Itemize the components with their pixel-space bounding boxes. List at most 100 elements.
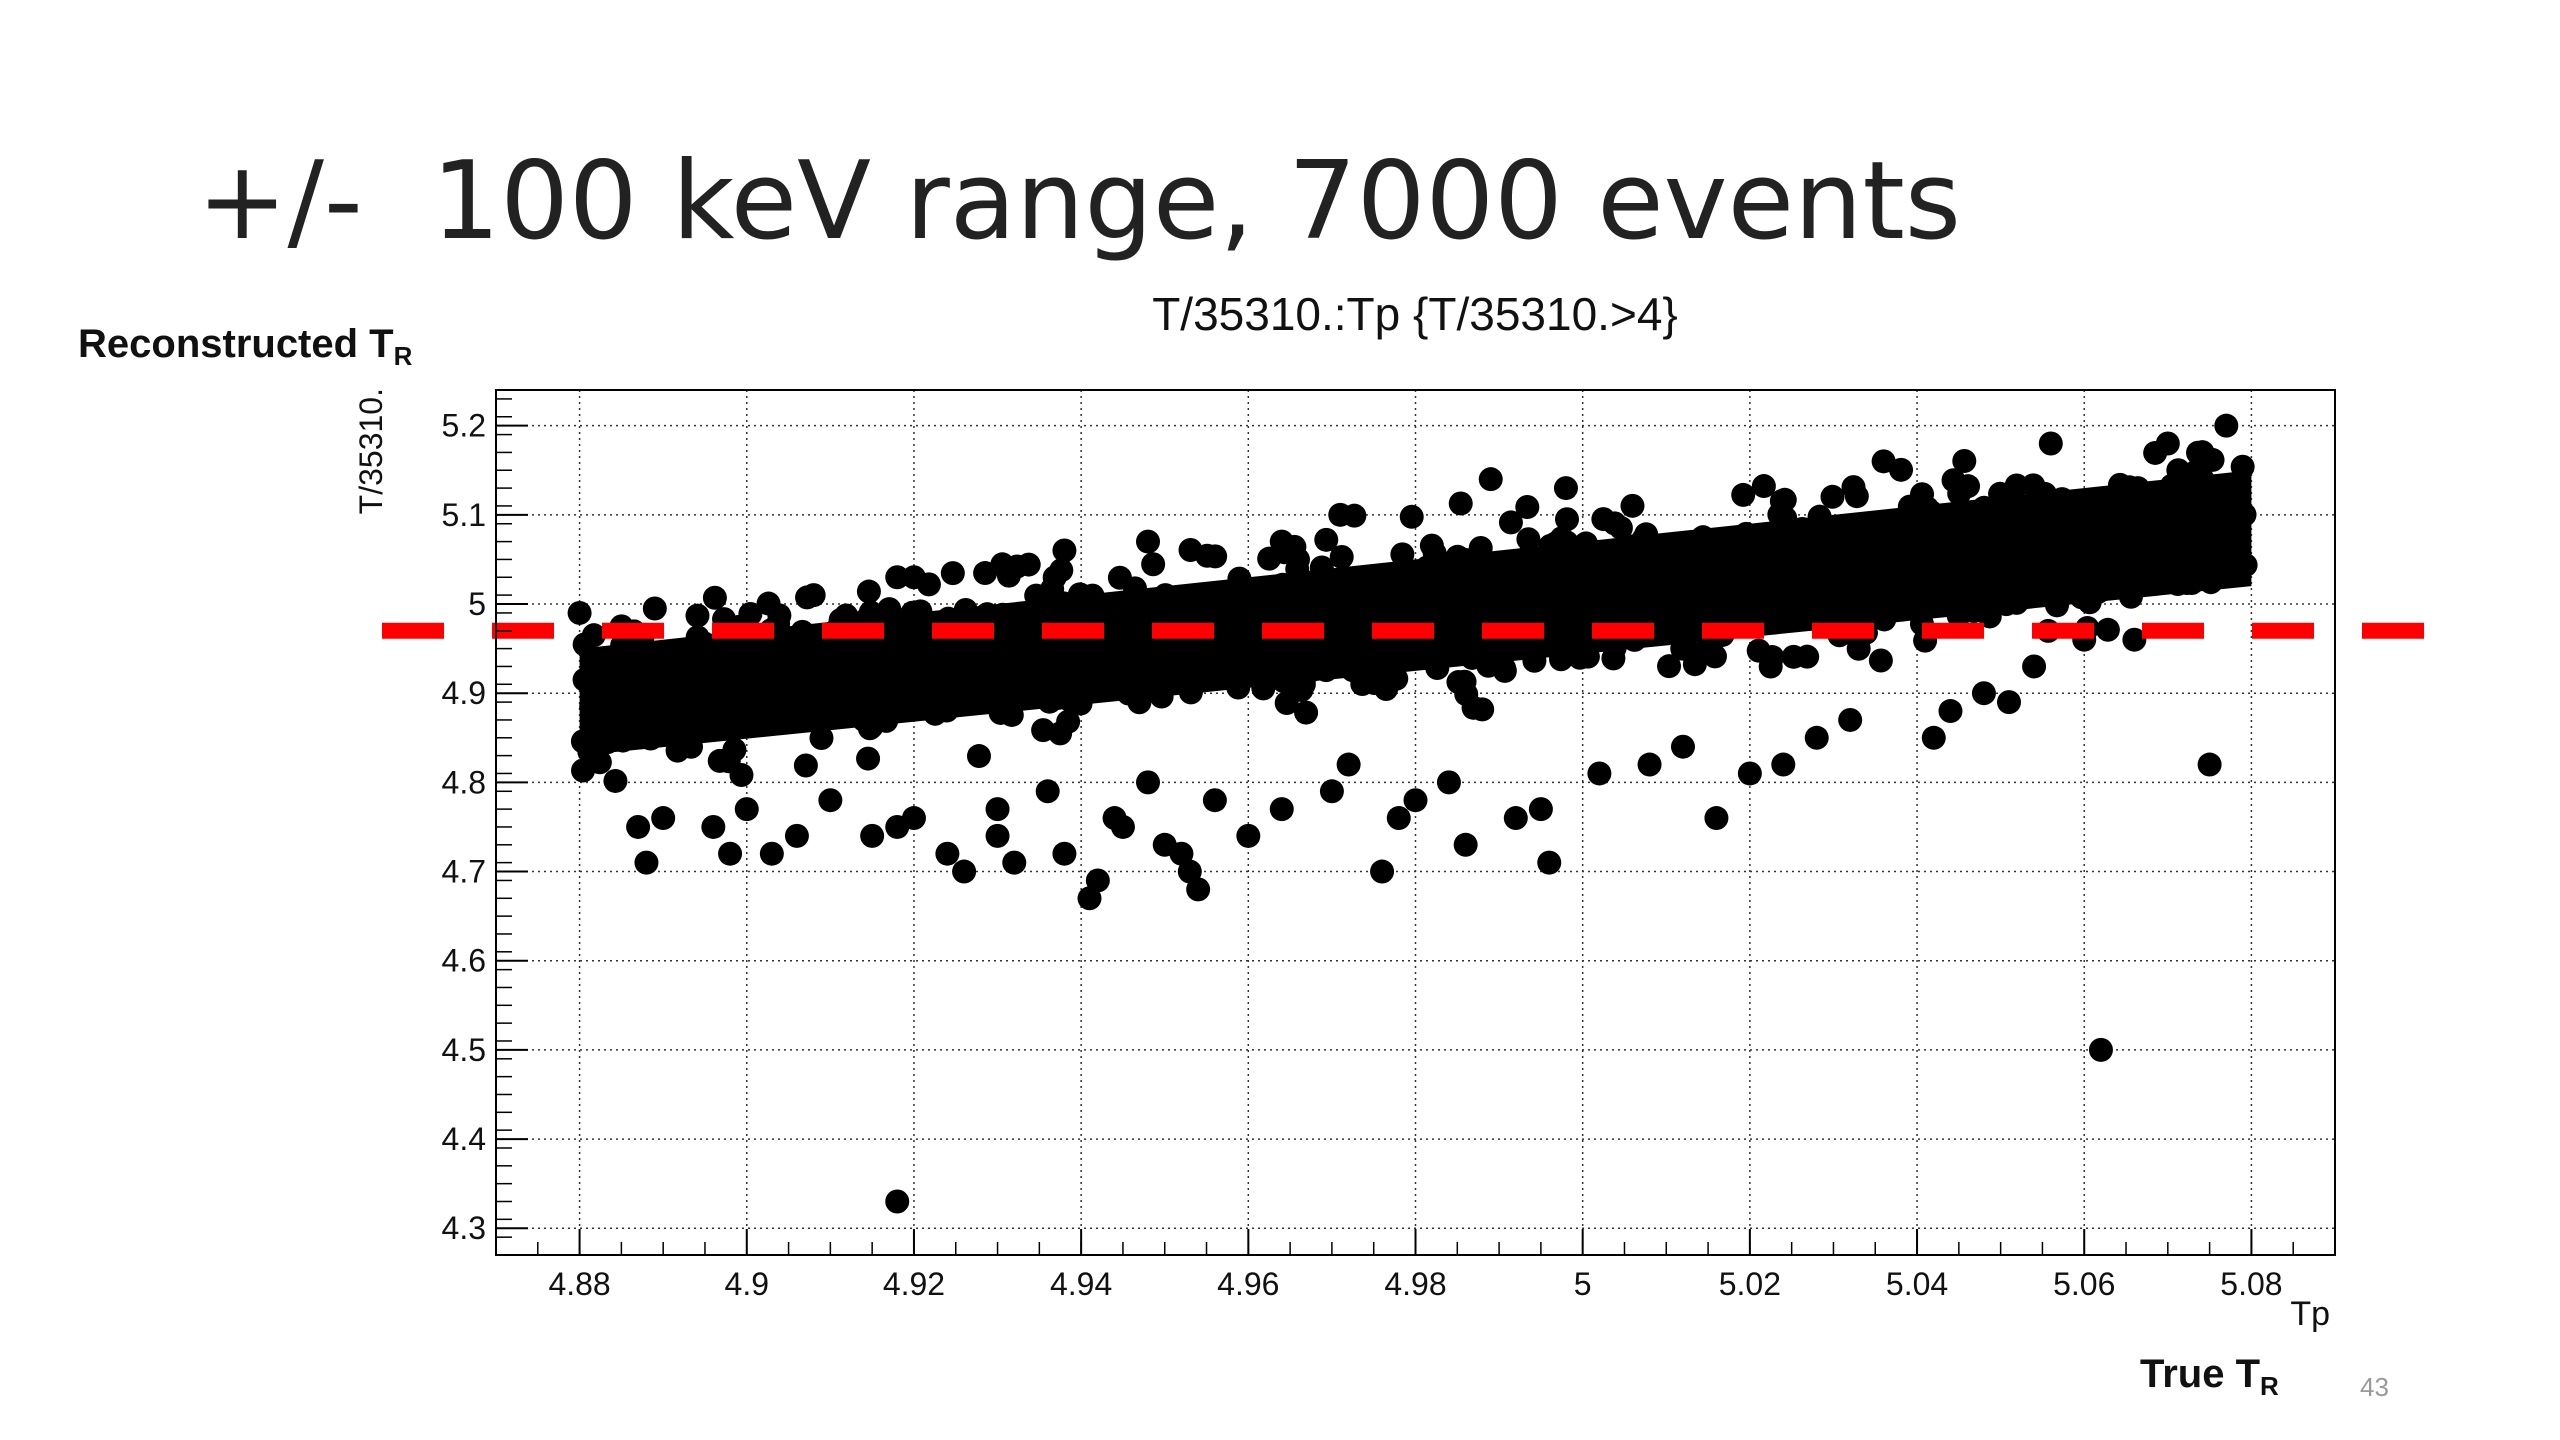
scatter-point <box>1729 550 1754 575</box>
scatter-point <box>1867 589 1892 614</box>
scatter-point <box>2221 481 2246 506</box>
scatter-point <box>1807 504 1832 529</box>
scatter-point <box>767 603 792 628</box>
scatter-point <box>1470 697 1495 722</box>
scatter-point <box>1065 658 1090 683</box>
scatter-point <box>1657 654 1682 679</box>
scatter-point <box>1403 788 1428 813</box>
scatter-point <box>1514 586 1539 611</box>
scatter-point <box>1737 761 1762 786</box>
scatter-point <box>1374 677 1399 702</box>
scatter-point <box>710 655 735 680</box>
scatter-point <box>1515 544 1540 569</box>
scatter-point <box>1872 607 1897 632</box>
scatter-point <box>1669 548 1694 573</box>
scatter-point <box>2081 522 2106 547</box>
chart-title: T/35310.:Tp {T/35310.>4} <box>1152 288 1678 340</box>
scatter-point <box>1010 602 1035 627</box>
scatter-point <box>1096 604 1121 629</box>
scatter-point <box>1453 832 1478 857</box>
scatter-point <box>908 599 933 624</box>
scatter-point <box>1261 644 1286 669</box>
scatter-point <box>1704 806 1729 831</box>
scatter-point <box>1868 648 1893 673</box>
scatter-point <box>1575 593 1600 618</box>
scatter-point <box>1410 564 1435 589</box>
scatter-point <box>1894 524 1919 549</box>
slide-title: +/- 100 keV range, 7000 events <box>197 139 1962 264</box>
scatter-point <box>734 797 759 822</box>
y-tick-label: 5.1 <box>442 497 486 533</box>
y-tick-label: 4.7 <box>442 854 486 890</box>
scatter-point <box>2190 466 2215 491</box>
scatter-point <box>686 685 711 710</box>
scatter-point <box>2155 565 2180 590</box>
scatter-point <box>738 685 763 710</box>
scatter-point <box>1516 527 1541 552</box>
scatter-point <box>1553 476 1578 501</box>
scatter-point <box>1515 495 1540 520</box>
scatter-point <box>952 859 977 884</box>
x-tick-label: 5 <box>1574 1266 1592 1302</box>
scatter-point <box>1230 657 1255 682</box>
scatter-point <box>1726 602 1751 627</box>
scatter-point <box>1568 565 1593 590</box>
scatter-point <box>2069 585 2094 610</box>
scatter-point <box>996 563 1021 588</box>
x-tick-label: 4.94 <box>1050 1266 1112 1302</box>
x-tick-label: 4.92 <box>883 1266 945 1302</box>
scatter-point <box>1269 797 1294 822</box>
page-number: 43 <box>2360 1372 2389 1402</box>
scatter-point <box>1618 582 1643 607</box>
scatter-point <box>1289 677 1314 702</box>
y-tick-label: 4.3 <box>442 1210 486 1246</box>
scatter-point <box>702 585 727 610</box>
scatter-point <box>1067 582 1092 607</box>
scatter-point <box>1122 576 1147 601</box>
scatter-point <box>1077 886 1102 911</box>
scatter-point <box>801 583 826 608</box>
scatter-point <box>1116 594 1141 619</box>
scatter-point <box>2122 627 2147 652</box>
scatter-point <box>685 633 710 658</box>
scatter-point <box>1068 691 1093 716</box>
scatter-point <box>1528 797 1553 822</box>
scatter-point <box>1099 629 1124 654</box>
scatter-point <box>793 753 818 778</box>
scatter-point <box>821 676 846 701</box>
scatter-point <box>1792 603 1817 628</box>
scatter-point <box>1751 474 1776 499</box>
scatter-point <box>1969 555 1994 580</box>
scatter-point <box>1703 551 1728 576</box>
scatter-point <box>2020 555 2045 580</box>
scatter-point <box>809 725 834 750</box>
scatter-point <box>2232 502 2257 527</box>
scatter-point <box>1996 690 2021 715</box>
scatter-point <box>701 814 726 839</box>
scatter-point <box>935 841 960 866</box>
scatter-point <box>885 565 910 590</box>
grid <box>496 390 2335 1255</box>
scatter-point <box>1587 761 1612 786</box>
scatter-point <box>1762 532 1787 557</box>
x-caption-text: True T <box>2140 1352 2261 1396</box>
scatter-point <box>784 823 809 848</box>
scatter-point <box>1316 602 1341 627</box>
scatter-point <box>1637 565 1662 590</box>
scatter-point <box>1186 877 1211 902</box>
scatter-point <box>857 650 882 675</box>
scatter-point <box>1297 601 1322 626</box>
scatter-point <box>978 685 1003 710</box>
scatter-point <box>626 814 651 839</box>
scatter-point <box>1670 734 1695 759</box>
scatter-point <box>998 661 1023 686</box>
scatter-point <box>1971 681 1996 706</box>
x-tick-label: 4.9 <box>725 1266 769 1302</box>
scatter-point <box>656 660 681 685</box>
scatter-point <box>2233 553 2258 578</box>
scatter-point <box>1227 566 1252 591</box>
scatter-point <box>1688 588 1713 613</box>
scatter-point <box>1608 515 1633 540</box>
scatter-point <box>989 633 1014 658</box>
scatter-point <box>685 603 710 628</box>
